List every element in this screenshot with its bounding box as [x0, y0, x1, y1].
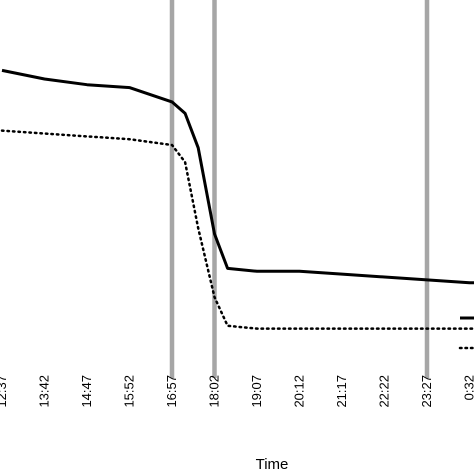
- x-tick-label: 22:22: [377, 375, 392, 408]
- series-line-solid: [1, 68, 474, 285]
- x-tick-label: 18:02: [207, 375, 222, 408]
- legend: [458, 316, 474, 350]
- x-tick-label: 12:37: [0, 375, 9, 408]
- series-line-dotted: [0, 129, 474, 330]
- x-tick-label: 20:12: [292, 375, 307, 408]
- x-tick-labels: 12:37 13:42 14:47 15:52 16:57 18:02 19:07 20:12…: [0, 375, 474, 408]
- vertical-markers: [169, 0, 430, 378]
- series-lines: [0, 68, 474, 330]
- x-tick-label: 0:32: [462, 375, 474, 400]
- x-tick-label: 14:47: [79, 375, 94, 408]
- x-tick-label: 13:42: [37, 375, 52, 408]
- x-tick-label: 23:27: [419, 375, 434, 408]
- x-axis-title: Time: [256, 456, 289, 473]
- x-tick-label: 16:57: [164, 375, 179, 408]
- x-tick-label: 21:17: [334, 375, 349, 408]
- x-tick-label: 19:07: [249, 375, 264, 408]
- x-tick-label: 15:52: [122, 375, 137, 408]
